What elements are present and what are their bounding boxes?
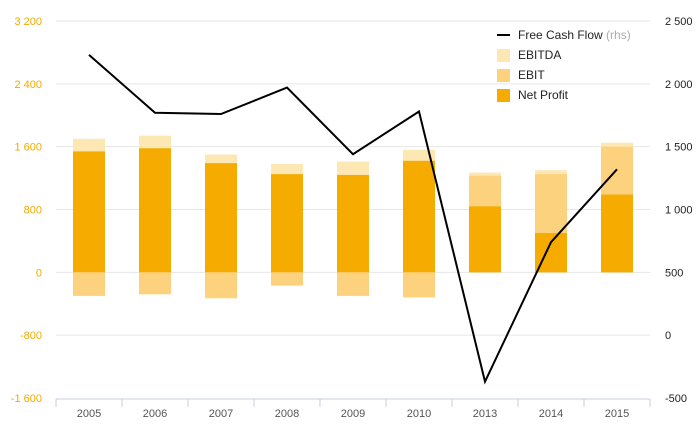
legend-label: EBITDA [518,48,561,62]
bar-net-profit [139,148,171,273]
bar-ebit [337,272,369,296]
bar-net-profit [403,160,435,273]
bar-ebit [205,272,237,299]
bar-ebit [73,272,105,296]
y-left-tick-label: 1 600 [14,142,42,154]
legend-swatch [497,49,510,62]
x-tick-label: 2014 [539,408,563,420]
y-right-tick-label: 1 000 [665,205,693,217]
y-right-tick-label: 2 500 [665,16,693,28]
y-left-tick-label: -1 600 [11,393,42,405]
x-tick-label: 2009 [341,408,365,420]
y-right-tick-label: 2 000 [665,79,693,91]
y-left-tick-label: 800 [24,205,42,217]
y-right-tick-label: 500 [665,267,683,279]
bar-ebit [403,272,435,298]
y-right-tick-label: -500 [665,393,687,405]
x-tick-label: 2013 [473,408,497,420]
bar-net-profit [73,151,105,273]
legend: Free Cash Flow (rhs) EBITDA EBIT Net Profit [497,28,631,102]
x-tick-label: 2010 [407,408,431,420]
bar-ebit [271,272,303,286]
y-left-tick-label: -800 [20,330,42,342]
series-line-free-cash-flow [88,54,618,385]
legend-label: Free Cash Flow (rhs) [518,28,631,42]
legend-item: Net Profit [497,88,569,102]
y-left-tick-label: 2 400 [14,79,42,91]
legend-label: Net Profit [518,88,569,102]
y-left-tick-label: 0 [36,267,42,279]
legend-item: Free Cash Flow (rhs) [497,28,631,42]
legend-item: EBITDA [497,48,561,62]
bar-net-profit [337,174,369,273]
x-tick-label: 2007 [209,408,233,420]
line-layer [88,54,618,385]
axis-layer: 3 200 2 400 1 600 800 0 -800 -1 600 2 500 2 000 1… [11,16,693,420]
legend-label: EBIT [518,68,545,82]
x-tick-label: 2005 [77,408,101,420]
x-tick-label: 2006 [143,408,167,420]
bar-ebit [139,272,171,295]
legend-item: EBIT [497,68,545,82]
x-tick-label: 2015 [605,408,629,420]
bar-net-profit [601,194,633,273]
bar-layer [73,135,633,299]
y-right-tick-label: 0 [665,330,671,342]
x-tick-label: 2008 [275,408,299,420]
legend-swatch [497,69,510,82]
bar-net-profit [271,174,303,273]
y-left-tick-label: 3 200 [14,16,42,28]
y-right-tick-label: 1 500 [665,142,693,154]
legend-label-suffix: (rhs) [603,28,631,42]
legend-swatch [497,89,510,102]
bar-net-profit [469,206,501,273]
bar-net-profit [205,163,237,273]
